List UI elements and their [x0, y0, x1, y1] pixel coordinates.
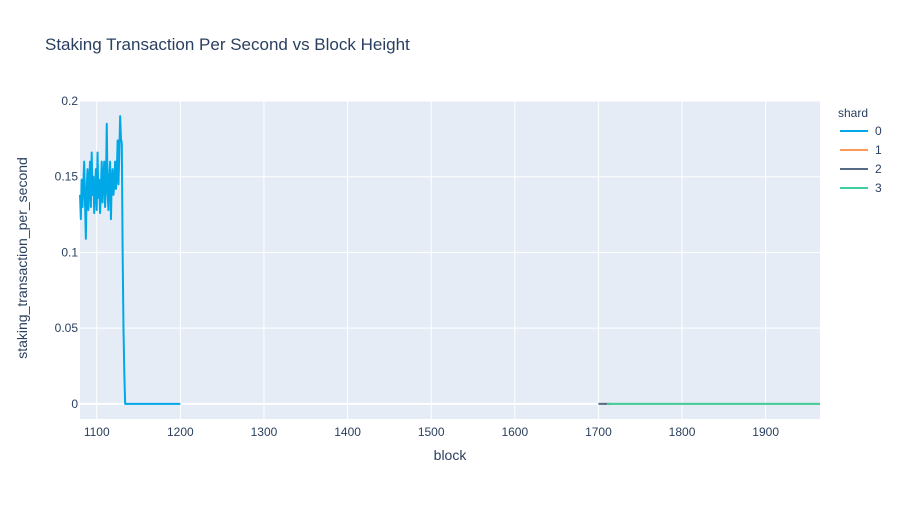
legend[interactable]: shard 0 1 2 3	[838, 106, 882, 195]
x-tick-label: 1700	[585, 425, 612, 439]
x-tick-label: 1800	[669, 425, 696, 439]
y-tick-label: 0.15	[55, 170, 79, 184]
legend-label: 2	[875, 162, 882, 176]
x-axis-ticks: 1100 1200 1300 1400 1500 1600 1700 1800 1900	[84, 425, 780, 439]
x-tick-label: 1200	[167, 425, 194, 439]
y-axis-ticks: 0 0.05 0.1 0.15 0.2	[55, 94, 79, 411]
legend-label: 1	[875, 143, 882, 157]
y-tick-label: 0.2	[61, 94, 78, 108]
legend-title: shard	[838, 106, 868, 120]
x-tick-label: 1500	[418, 425, 445, 439]
series-line-shard-0	[79, 115, 181, 405]
x-tick-label: 1900	[752, 425, 779, 439]
y-tick-label: 0.1	[61, 245, 78, 259]
legend-item-shard-0[interactable]: 0	[840, 124, 882, 138]
series-lines	[79, 115, 820, 405]
y-tick-label: 0	[71, 397, 78, 411]
x-tick-label: 1300	[251, 425, 278, 439]
x-axis-label: block	[434, 447, 468, 463]
chart-title: Staking Transaction Per Second vs Block …	[45, 35, 410, 54]
x-tick-label: 1100	[84, 425, 110, 439]
legend-label: 0	[875, 124, 882, 138]
x-tick-label: 1400	[334, 425, 361, 439]
legend-item-shard-2[interactable]: 2	[840, 162, 882, 176]
plot-area	[80, 101, 820, 419]
legend-item-shard-1[interactable]: 1	[840, 143, 882, 157]
y-axis-label: staking_transaction_per_second	[14, 157, 30, 359]
y-tick-label: 0.05	[55, 321, 79, 335]
legend-item-shard-3[interactable]: 3	[840, 181, 882, 195]
legend-items[interactable]: 0 1 2 3	[840, 124, 882, 195]
legend-label: 3	[875, 181, 882, 195]
grid-lines	[80, 100, 820, 419]
x-tick-label: 1600	[501, 425, 528, 439]
